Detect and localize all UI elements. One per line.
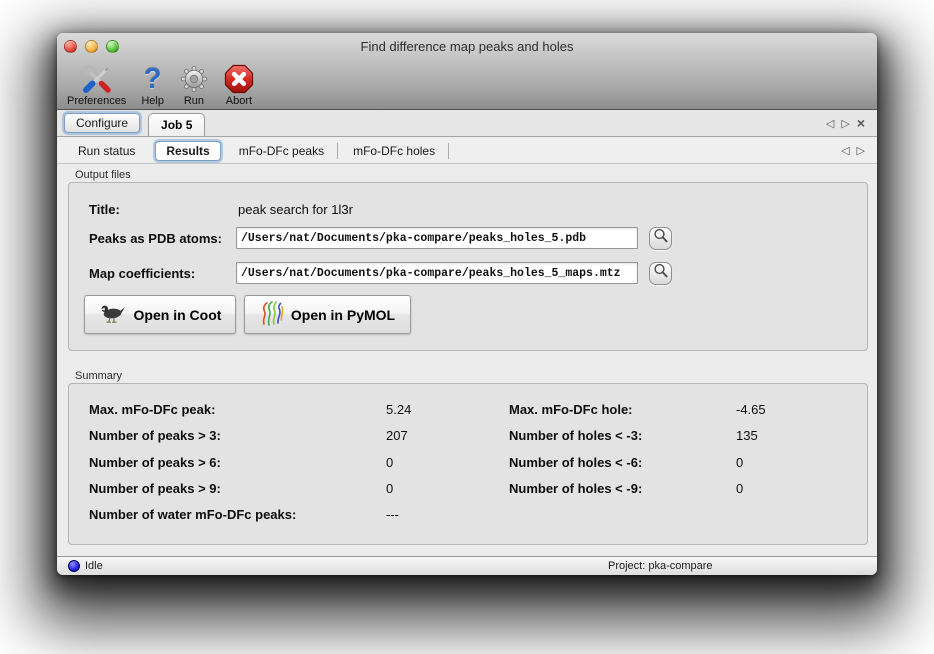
titlebar[interactable]: Find difference map peaks and holes xyxy=(57,33,877,60)
secondary-tab-bar: Run status Results mFo-DFc peaks mFo-DFc… xyxy=(57,138,877,164)
summary-value: 0 xyxy=(386,481,394,496)
summary-label: Max. mFo-DFc peak: xyxy=(89,402,216,417)
peaks-pdb-path-input[interactable] xyxy=(236,227,638,249)
results-panel: Output files Title: peak search for 1l3r… xyxy=(57,164,877,556)
open-in-coot-button[interactable]: Open in Coot xyxy=(84,295,236,334)
help-icon: ? xyxy=(143,63,162,95)
summary-value: 135 xyxy=(736,428,758,443)
open-in-pymol-label: Open in PyMOL xyxy=(290,306,396,323)
abort-button[interactable]: Abort xyxy=(224,63,254,107)
open-in-pymol-button[interactable]: Open in PyMOL xyxy=(244,295,411,334)
summary-label: Number of water mFo-DFc peaks: xyxy=(89,507,297,522)
run-label: Run xyxy=(183,95,205,107)
coot-bird-icon xyxy=(99,302,127,327)
summary-value: 207 xyxy=(386,428,408,443)
tab-close-icon[interactable]: × xyxy=(856,114,865,131)
summary-label: Number of holes < -6: xyxy=(509,455,643,470)
output-files-groupbox: Title: peak search for 1l3r Peaks as PDB… xyxy=(68,182,868,351)
summary-value: 0 xyxy=(386,455,394,470)
help-label: Help xyxy=(141,95,164,107)
subtab-scroll-left-icon[interactable]: ◁ xyxy=(841,145,850,157)
magnifier-icon xyxy=(653,263,669,284)
abort-icon xyxy=(224,63,254,95)
tab-run-status[interactable]: Run status xyxy=(78,143,136,158)
title-value: peak search for 1l3r xyxy=(238,202,353,217)
summary-groupbox: Max. mFo-DFc peak: 5.24 Max. mFo-DFc hol… xyxy=(68,383,868,545)
view-peaks-file-button[interactable] xyxy=(649,227,672,250)
subtab-scroll-right-icon[interactable]: ▷ xyxy=(856,145,865,157)
map-coefficients-path-input[interactable] xyxy=(236,262,638,284)
minimize-window-button[interactable] xyxy=(85,40,98,53)
peaks-pdb-label: Peaks as PDB atoms: xyxy=(89,231,222,246)
tools-icon xyxy=(81,63,113,95)
tab-separator xyxy=(337,142,339,159)
tab-job-5[interactable]: Job 5 xyxy=(148,113,206,136)
summary-value: 0 xyxy=(736,481,744,496)
run-button[interactable]: Run xyxy=(179,63,209,107)
project-label: Project: pka-compare xyxy=(608,560,713,572)
preferences-button[interactable]: Preferences xyxy=(67,63,126,107)
open-in-coot-label: Open in Coot xyxy=(133,306,222,323)
tab-scroll-right-icon[interactable]: ▷ xyxy=(841,117,850,130)
tab-results[interactable]: Results xyxy=(155,140,221,161)
status-bar: Idle Project: pka-compare xyxy=(57,556,877,575)
tab-scroll-left-icon[interactable]: ◁ xyxy=(825,117,835,130)
app-window: Find difference map peaks and holes xyxy=(57,33,877,575)
summary-label: Number of peaks > 9: xyxy=(89,481,221,496)
abort-label: Abort xyxy=(225,95,253,107)
tab-mfo-dfc-peaks[interactable]: mFo-DFc peaks xyxy=(238,143,325,158)
close-window-button[interactable] xyxy=(64,40,77,53)
summary-label: Number of holes < -9: xyxy=(509,481,643,496)
summary-label: Number of peaks > 3: xyxy=(89,428,221,443)
summary-label: Number of peaks > 6: xyxy=(89,455,221,470)
status-indicator-icon xyxy=(68,560,80,572)
help-button[interactable]: ? Help xyxy=(141,63,164,107)
map-coefficients-label: Map coefficients: xyxy=(89,266,196,281)
run-gear-icon xyxy=(179,63,209,95)
pymol-ribbon-icon xyxy=(260,300,284,329)
view-map-file-button[interactable] xyxy=(649,262,672,285)
tab-separator xyxy=(448,142,450,159)
output-files-section-label: Output files xyxy=(75,169,131,181)
title-label: Title: xyxy=(89,202,120,217)
summary-section-label: Summary xyxy=(75,370,123,382)
status-text: Idle xyxy=(85,560,103,572)
magnifier-icon xyxy=(653,228,669,249)
summary-label: Max. mFo-DFc hole: xyxy=(509,402,633,417)
toolbar: Preferences ? Help xyxy=(57,60,254,110)
summary-label: Number of holes < -3: xyxy=(509,428,643,443)
summary-value: 0 xyxy=(736,455,744,470)
summary-value: -4.65 xyxy=(736,402,766,417)
preferences-label: Preferences xyxy=(67,95,127,107)
primary-tab-bar: Configure Job 5 ◁ ▷ × xyxy=(57,110,877,137)
window-chrome: Find difference map peaks and holes xyxy=(57,33,877,110)
summary-value: 5.24 xyxy=(386,402,412,417)
zoom-window-button[interactable] xyxy=(106,40,119,53)
window-title: Find difference map peaks and holes xyxy=(360,39,574,54)
summary-value: --- xyxy=(386,507,399,522)
tab-configure[interactable]: Configure xyxy=(64,113,141,133)
tab-mfo-dfc-holes[interactable]: mFo-DFc holes xyxy=(353,143,436,158)
